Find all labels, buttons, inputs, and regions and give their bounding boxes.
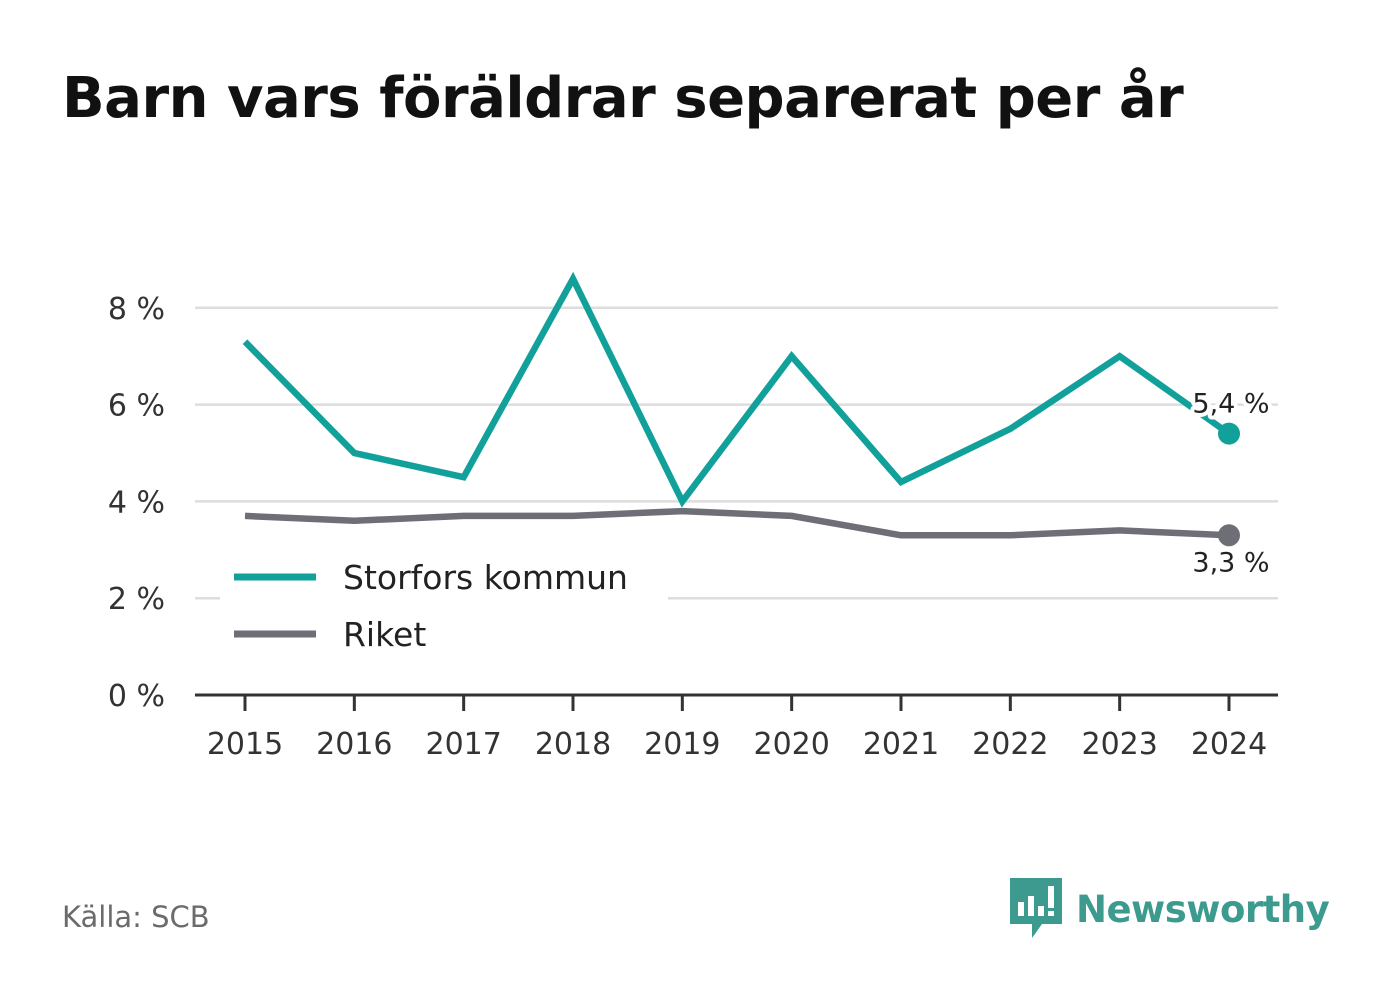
x-tick-label: 2019 xyxy=(644,727,720,762)
x-tick-label: 2021 xyxy=(863,727,939,762)
y-tick-label: 8 % xyxy=(108,292,165,327)
brand-name: Newsworthy xyxy=(1076,887,1330,931)
brand-logo: Newsworthy xyxy=(1010,878,1330,940)
series-lines xyxy=(242,271,1240,547)
x-tick-label: 2023 xyxy=(1081,727,1157,762)
axes: 0 % 2 % 4 % 6 % 8 % 2015 2016 2017 2018 2019 2020 2… xyxy=(108,292,1278,762)
source-note: Källa: SCB xyxy=(62,900,210,934)
end-label-value: 3,3 % xyxy=(1192,547,1269,578)
x-tick-label: 2017 xyxy=(425,727,501,762)
legend-box xyxy=(220,545,668,665)
series-line-1 xyxy=(244,507,1230,539)
x-tick-label: 2022 xyxy=(972,727,1048,762)
newsworthy-logo-icon xyxy=(1010,878,1062,938)
x-tick-label: 2020 xyxy=(753,727,829,762)
series-line-0 xyxy=(242,271,1231,508)
x-tick-label: 2016 xyxy=(316,727,392,762)
y-tick-label: 4 % xyxy=(108,485,165,520)
y-tick-label: 0 % xyxy=(108,679,165,714)
end-label-value: 5,4 % xyxy=(1192,389,1269,420)
y-tick-label: 2 % xyxy=(108,582,165,617)
legend-label: Riket xyxy=(343,615,426,654)
series-endpoint-1 xyxy=(1218,524,1240,547)
y-tick-label: 6 % xyxy=(108,389,165,424)
end-label-halo: 5,4 % xyxy=(1192,389,1269,420)
x-tick-label: 2024 xyxy=(1191,727,1267,762)
legend: Storfors kommun Riket xyxy=(220,545,668,665)
end-labels: 5,4 %5,4 %3,3 %3,3 % xyxy=(1188,385,1273,583)
series-endpoint-0 xyxy=(1218,422,1240,445)
end-label-halo: 3,3 % xyxy=(1192,547,1269,578)
legend-label: Storfors kommun xyxy=(343,558,628,597)
x-tick-label: 2015 xyxy=(207,727,283,762)
chart-title: Barn vars föräldrar separerat per år xyxy=(62,66,1184,131)
x-tick-label: 2018 xyxy=(535,727,611,762)
